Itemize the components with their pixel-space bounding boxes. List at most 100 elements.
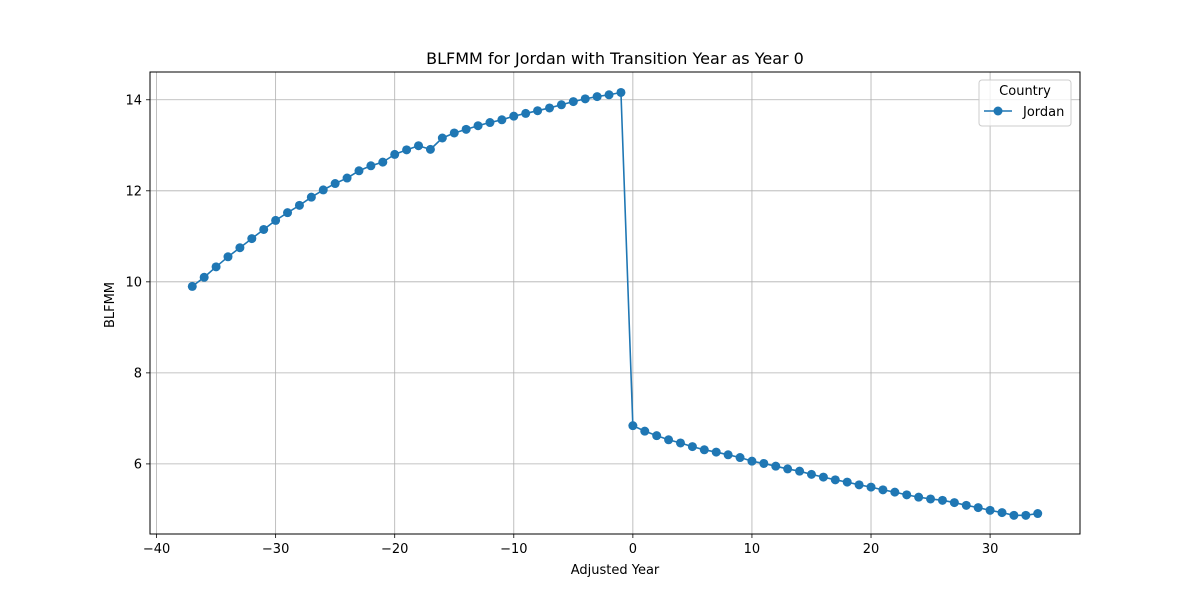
x-tick-label: 0 bbox=[629, 542, 637, 557]
plot-frame bbox=[149, 71, 1081, 535]
x-tick-label: −20 bbox=[381, 542, 408, 557]
series-layer bbox=[187, 87, 1043, 520]
data-point bbox=[854, 480, 864, 490]
data-point bbox=[378, 157, 388, 167]
data-point bbox=[294, 200, 304, 210]
legend-entry-label: Jordan bbox=[1022, 105, 1064, 120]
data-point bbox=[997, 508, 1007, 518]
data-point bbox=[318, 185, 328, 195]
data-point bbox=[604, 90, 614, 100]
data-point bbox=[699, 445, 709, 455]
data-point bbox=[1009, 510, 1019, 520]
data-point bbox=[354, 166, 364, 176]
data-point bbox=[949, 498, 959, 508]
data-point bbox=[366, 161, 376, 171]
data-point bbox=[628, 421, 638, 431]
x-axis-label: Adjusted Year bbox=[571, 563, 660, 578]
data-point bbox=[675, 438, 685, 448]
chart-title: BLFMM for Jordan with Transition Year as… bbox=[426, 49, 804, 68]
data-point bbox=[806, 469, 816, 479]
data-point bbox=[711, 447, 721, 457]
data-point bbox=[568, 97, 578, 107]
legend: Country Jordan bbox=[978, 79, 1072, 127]
x-tick-label: 10 bbox=[744, 542, 761, 557]
data-point bbox=[723, 450, 733, 460]
data-point bbox=[461, 124, 471, 134]
data-point bbox=[961, 500, 971, 510]
data-point bbox=[235, 243, 245, 253]
data-point bbox=[937, 495, 947, 505]
data-point bbox=[687, 442, 697, 452]
data-point bbox=[247, 234, 257, 244]
data-point bbox=[211, 262, 221, 272]
data-point bbox=[402, 145, 412, 155]
data-point bbox=[533, 106, 543, 116]
data-point bbox=[521, 108, 531, 118]
data-point bbox=[759, 458, 769, 468]
data-point bbox=[390, 149, 400, 159]
data-point bbox=[485, 118, 495, 128]
legend-box bbox=[978, 79, 1072, 127]
data-point bbox=[914, 492, 924, 502]
data-point bbox=[330, 179, 340, 189]
data-point bbox=[592, 92, 602, 102]
data-point bbox=[414, 141, 424, 151]
x-tick-label: −10 bbox=[500, 542, 527, 557]
data-point bbox=[890, 487, 900, 497]
data-point bbox=[878, 485, 888, 495]
data-point bbox=[580, 94, 590, 104]
data-point bbox=[973, 503, 983, 513]
data-point bbox=[652, 431, 662, 441]
data-point bbox=[747, 456, 757, 466]
x-tick-label: 30 bbox=[982, 542, 999, 557]
data-point bbox=[783, 464, 793, 474]
data-point bbox=[818, 472, 828, 482]
data-point bbox=[830, 475, 840, 485]
data-point bbox=[449, 128, 459, 138]
data-point bbox=[473, 121, 483, 131]
legend-marker-sample bbox=[993, 106, 1003, 116]
y-axis: 6 8 10 12 14 bbox=[125, 93, 150, 472]
data-point bbox=[640, 426, 650, 436]
data-point bbox=[437, 133, 447, 143]
data-point bbox=[199, 272, 209, 282]
x-tick-label: 20 bbox=[863, 542, 880, 557]
data-point bbox=[306, 192, 316, 202]
data-point bbox=[866, 482, 876, 492]
data-point bbox=[187, 281, 197, 291]
data-point bbox=[616, 87, 626, 97]
y-axis-label: BLFMM bbox=[103, 282, 118, 328]
data-point bbox=[902, 490, 912, 500]
data-point bbox=[1033, 509, 1043, 519]
data-point bbox=[842, 477, 852, 487]
data-point bbox=[735, 453, 745, 463]
data-point bbox=[926, 494, 936, 504]
data-point bbox=[664, 435, 674, 445]
data-point bbox=[271, 215, 281, 225]
data-point bbox=[342, 173, 352, 183]
data-point bbox=[509, 111, 519, 121]
data-point bbox=[259, 224, 269, 234]
legend-title: Country bbox=[999, 84, 1051, 99]
y-tick-label: 6 bbox=[134, 457, 142, 472]
y-tick-label: 12 bbox=[125, 184, 142, 199]
x-tick-label: −30 bbox=[262, 542, 289, 557]
y-tick-label: 10 bbox=[125, 275, 142, 290]
data-point bbox=[1021, 510, 1031, 520]
data-point bbox=[425, 144, 435, 154]
data-point bbox=[283, 208, 293, 218]
y-tick-label: 14 bbox=[125, 93, 142, 108]
grid-lines bbox=[150, 72, 1080, 534]
x-axis: −40 −30 −20 −10 0 10 20 30 bbox=[143, 534, 999, 557]
data-point bbox=[985, 505, 995, 515]
data-point bbox=[223, 252, 233, 262]
data-point bbox=[556, 100, 566, 110]
x-tick-label: −40 bbox=[143, 542, 170, 557]
data-point bbox=[497, 115, 507, 125]
data-point bbox=[545, 103, 555, 113]
plot-area bbox=[150, 72, 1080, 534]
y-tick-label: 8 bbox=[134, 366, 142, 381]
data-point bbox=[771, 461, 781, 471]
data-point bbox=[795, 466, 805, 476]
